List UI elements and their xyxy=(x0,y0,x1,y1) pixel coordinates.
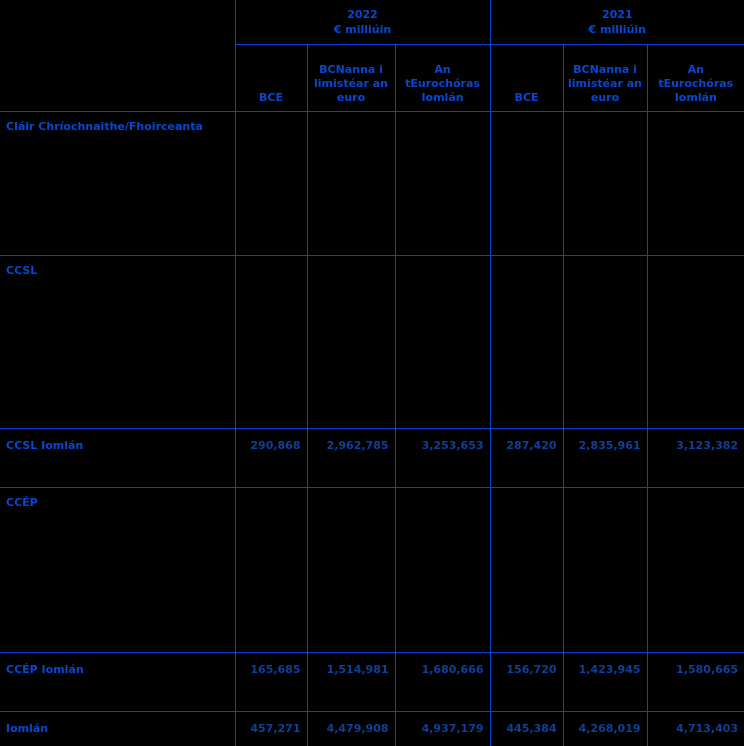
section-label: CCÉP xyxy=(0,487,235,653)
empty-cell xyxy=(306,111,395,256)
value-cell: 2,835,961 xyxy=(562,428,648,488)
value-cell: 457,271 xyxy=(234,711,307,746)
year-group-2022: 2022 € milliúin xyxy=(234,0,491,45)
empty-cell xyxy=(646,487,744,653)
total-row-ccsl: CCSL Iomlán 290,868 2,962,785 3,253,653 … xyxy=(0,428,744,488)
section-row-ccsl: CCSL xyxy=(0,255,744,429)
value-cell: 1,423,945 xyxy=(562,652,648,712)
value-cell: 165,685 xyxy=(234,652,307,712)
empty-cell xyxy=(234,111,307,256)
grand-total-label: Iomlán xyxy=(6,721,49,735)
value-cell: 4,713,403 xyxy=(646,711,744,746)
unit-label: € milliúin xyxy=(333,22,392,36)
value-cell: 445,384 xyxy=(489,711,564,746)
section-label: CCSL xyxy=(0,255,235,429)
column-header-ncbs-2021: BCNanna i limistéar an euro xyxy=(562,44,648,112)
value-cell: 156,720 xyxy=(489,652,564,712)
empty-cell xyxy=(394,487,491,653)
empty-cell xyxy=(562,255,648,429)
value-cell: 290,868 xyxy=(234,428,307,488)
grand-total-row: Iomlán 457,271 4,479,908 4,937,179 445,3… xyxy=(0,711,744,746)
empty-cell xyxy=(646,255,744,429)
total-row-label: CCSL Iomlán xyxy=(0,428,235,488)
value-cell: 4,479,908 xyxy=(306,711,395,746)
section-label: Cláir Chríochnaithe/Fhoirceanta xyxy=(0,111,235,256)
value-cell: 1,514,981 xyxy=(306,652,395,712)
section-row-clair: Cláir Chríochnaithe/Fhoirceanta xyxy=(0,111,744,256)
column-header-ncbs-2022: BCNanna i limistéar an euro xyxy=(306,44,395,112)
column-header-eurosystem-2021: An tEurochóras Iomlán xyxy=(646,44,744,112)
row-label-header-cell xyxy=(0,44,235,112)
year-group-2021: 2021 € milliúin xyxy=(489,0,744,45)
empty-cell xyxy=(394,255,491,429)
empty-cell xyxy=(234,255,307,429)
value-cell: 287,420 xyxy=(489,428,564,488)
empty-cell xyxy=(306,487,395,653)
year-header-row: 2022 € milliúin 2021 € milliúin xyxy=(0,0,744,45)
empty-cell xyxy=(489,255,564,429)
empty-cell xyxy=(489,487,564,653)
value-cell: 4,937,179 xyxy=(394,711,491,746)
empty-cell xyxy=(646,111,744,256)
empty-cell xyxy=(489,111,564,256)
empty-cell xyxy=(394,111,491,256)
total-row-ccep: CCÉP Iomlán 165,685 1,514,981 1,680,666 … xyxy=(0,652,744,712)
column-header-row: BCE BCNanna i limistéar an euro An tEuro… xyxy=(0,44,744,112)
value-cell: 1,580,665 xyxy=(646,652,744,712)
unit-label: € milliúin xyxy=(588,22,647,36)
empty-cell xyxy=(234,487,307,653)
year-label: 2021 xyxy=(601,7,633,21)
corner-cell xyxy=(0,0,235,44)
value-cell: 3,123,382 xyxy=(646,428,744,488)
column-header-eurosystem-2022: An tEurochóras Iomlán xyxy=(394,44,491,112)
section-row-ccep: CCÉP xyxy=(0,487,744,653)
empty-cell xyxy=(562,111,648,256)
empty-cell xyxy=(562,487,648,653)
value-cell: 1,680,666 xyxy=(394,652,491,712)
value-cell: 4,268,019 xyxy=(562,711,648,746)
total-row-label: CCÉP Iomlán xyxy=(0,652,235,712)
column-header-bce-2021: BCE xyxy=(489,44,564,112)
value-cell: 3,253,653 xyxy=(394,428,491,488)
empty-cell xyxy=(306,255,395,429)
column-header-bce-2022: BCE xyxy=(234,44,307,112)
year-label: 2022 xyxy=(347,7,378,21)
value-cell: 2,962,785 xyxy=(306,428,395,488)
